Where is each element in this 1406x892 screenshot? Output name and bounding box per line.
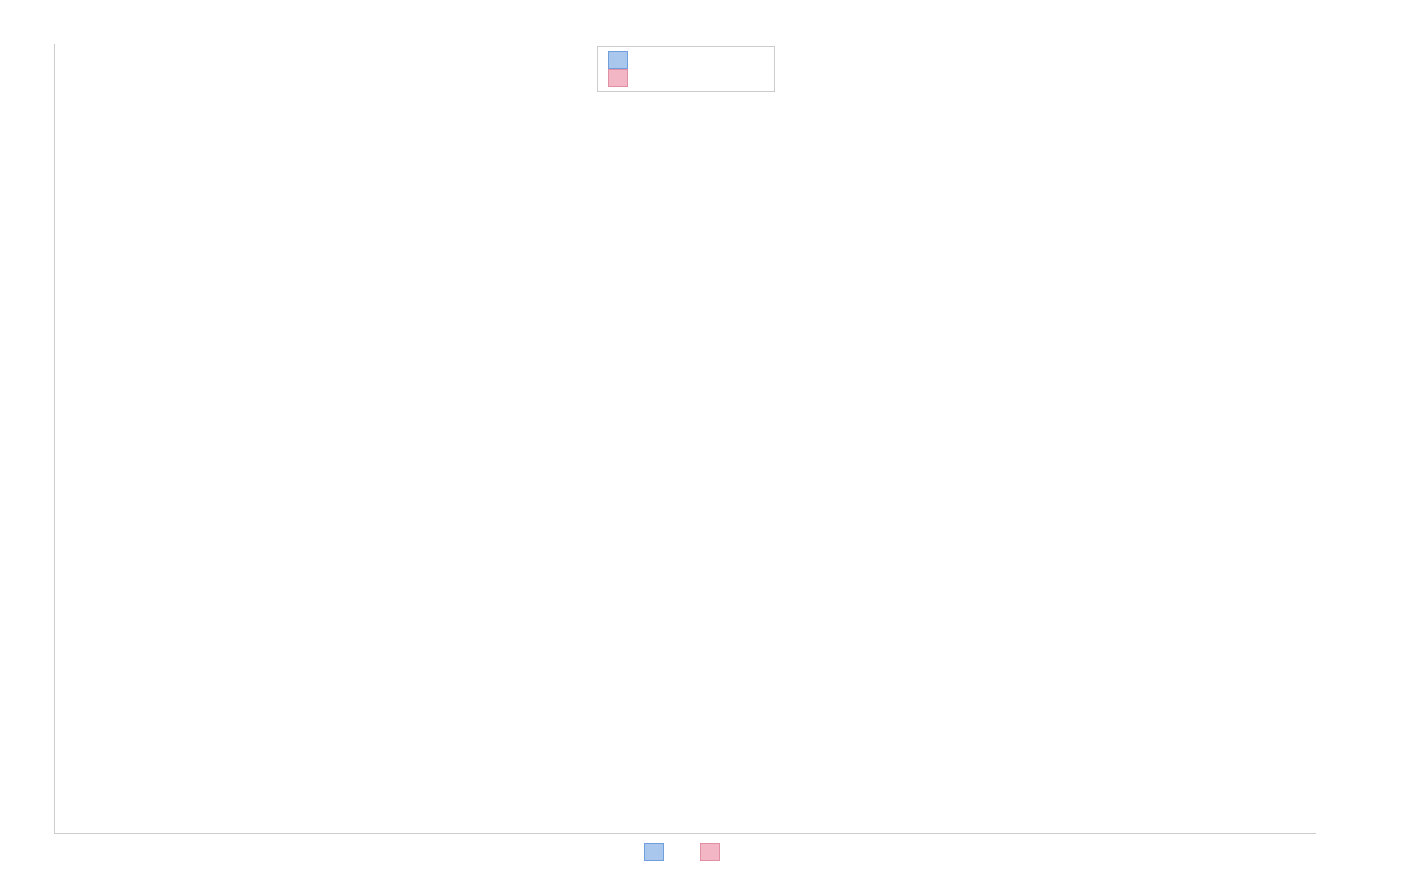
plot-area xyxy=(54,44,1316,834)
legend-row-south-american xyxy=(608,69,764,87)
swatch-south-american xyxy=(608,69,628,87)
legend-item-vietnam xyxy=(644,843,672,861)
chart-container xyxy=(12,36,1394,880)
series-legend xyxy=(644,843,728,861)
swatch-vietnam xyxy=(644,843,664,861)
correlation-legend xyxy=(597,46,775,92)
swatch-south-american xyxy=(700,843,720,861)
legend-row-vietnam xyxy=(608,51,764,69)
legend-item-south-american xyxy=(700,843,728,861)
swatch-vietnam xyxy=(608,51,628,69)
